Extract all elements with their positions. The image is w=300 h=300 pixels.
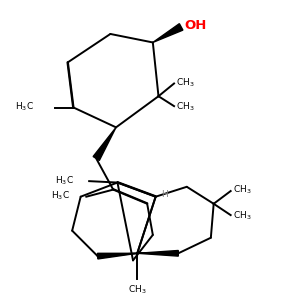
Polygon shape	[153, 24, 183, 43]
Text: H: H	[161, 190, 167, 199]
Text: CH$_3$: CH$_3$	[176, 101, 195, 113]
Text: CH$_3$: CH$_3$	[232, 184, 251, 197]
Text: H$_3$C: H$_3$C	[51, 190, 70, 202]
Text: CH$_3$: CH$_3$	[128, 284, 147, 296]
Polygon shape	[98, 253, 137, 259]
Text: OH: OH	[184, 19, 207, 32]
Text: H$_3$C: H$_3$C	[15, 101, 34, 113]
Polygon shape	[93, 128, 116, 160]
Polygon shape	[137, 250, 178, 256]
Text: CH$_3$: CH$_3$	[176, 76, 195, 89]
Text: CH$_3$: CH$_3$	[232, 209, 251, 222]
Text: H$_3$C: H$_3$C	[55, 174, 74, 187]
